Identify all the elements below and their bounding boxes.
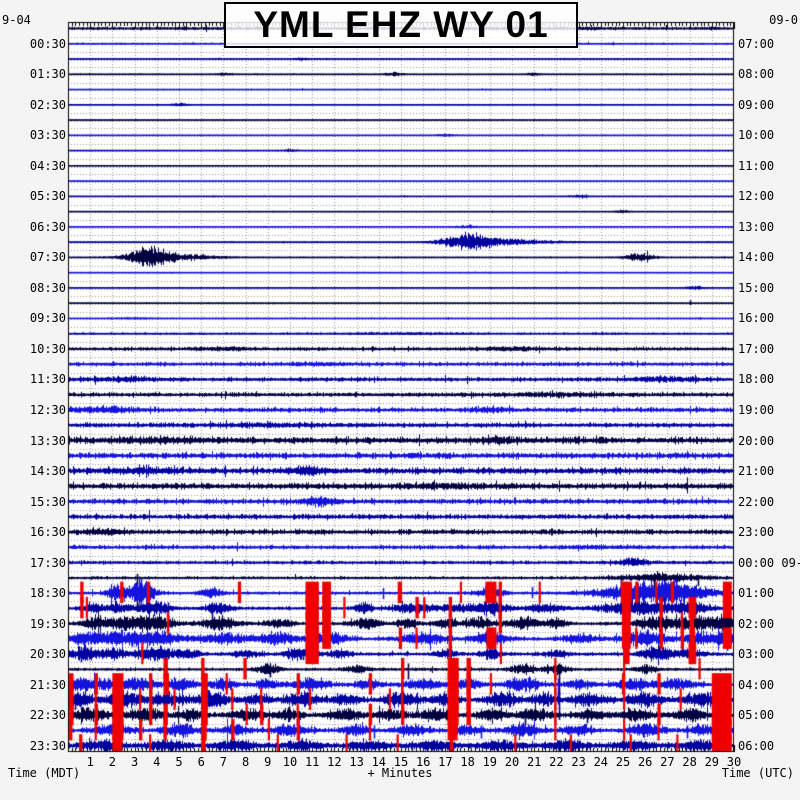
minute-tick-label: 23: [571, 755, 586, 769]
mdt-time-label: 01:30: [29, 67, 66, 82]
minute-tick-label: 26: [637, 755, 653, 769]
minute-tick-label: 2: [108, 755, 117, 769]
utc-time-label: 02:00: [738, 616, 775, 631]
mdt-time-label: 02:30: [29, 97, 66, 112]
mdt-time-label: 08:30: [29, 280, 66, 295]
mdt-time-label: 16:30: [29, 525, 66, 540]
minute-tick-label: 17: [438, 755, 453, 769]
mdt-time-label: 09:30: [29, 311, 66, 326]
mdt-time-label: 11:30: [29, 372, 66, 387]
utc-time-label: 11:00: [738, 158, 775, 173]
mdt-time-label: 18:30: [29, 586, 66, 601]
utc-time-label: 05:00: [738, 708, 775, 723]
mdt-time-label: 20:30: [29, 647, 66, 662]
utc-time-label: 06:00: [738, 738, 775, 753]
utc-time-label: 18:00: [738, 372, 775, 387]
minute-tick-label: 11: [304, 755, 320, 769]
minute-tick-label: 14: [371, 755, 387, 769]
end-date-label: 09-0: [769, 13, 798, 27]
minute-tick-label: 10: [282, 755, 298, 769]
mdt-axis-name: Time (MDT): [8, 766, 81, 780]
mdt-time-label: 13:30: [29, 433, 66, 448]
minute-tick-label: 5: [175, 755, 183, 769]
utc-time-label: 12:00: [738, 189, 775, 204]
utc-time-label: 01:00: [738, 586, 775, 601]
minute-tick-label: 30: [726, 755, 742, 769]
minute-tick-label: 27: [660, 755, 675, 769]
mdt-time-label: 10:30: [29, 341, 66, 356]
utc-time-label: 14:00: [738, 250, 775, 265]
utc-time-label: 03:00: [738, 647, 775, 662]
mdt-time-label: 19:30: [29, 616, 66, 631]
start-date-label: 9-04: [2, 13, 31, 27]
utc-time-label: 23:00: [738, 525, 775, 540]
minute-tick-label: 25: [615, 755, 631, 769]
utc-time-label: 15:00: [738, 280, 775, 295]
utc-time-label: 00:00 09-05: [738, 555, 800, 570]
station-title-box: YML EHZ WY 01: [224, 2, 578, 48]
mdt-time-label: 17:30: [29, 555, 66, 570]
mdt-time-label: 15:30: [29, 494, 66, 509]
mdt-time-label: 04:30: [29, 158, 66, 173]
minute-tick-label: 16: [415, 755, 431, 769]
minute-tick-label: 9: [264, 755, 272, 769]
minute-tick-label: 7: [219, 755, 228, 769]
minute-tick-label: 21: [526, 755, 542, 769]
mdt-time-label: 23:30: [29, 738, 66, 753]
mdt-time-label: 12:30: [29, 403, 66, 417]
utc-time-label: 04:00: [738, 677, 775, 692]
minute-tick-label: 4: [153, 755, 161, 769]
mdt-time-label: 03:30: [29, 128, 66, 143]
minute-tick-label: 19: [482, 755, 498, 769]
mdt-time-label: 22:30: [29, 708, 66, 723]
utc-time-label: 22:00: [738, 494, 775, 509]
minute-axis-name: + Minutes: [367, 766, 433, 780]
minute-tick-label: 12: [327, 755, 342, 769]
utc-time-label: 08:00: [738, 67, 775, 82]
utc-time-label: 21:00: [738, 464, 775, 479]
minute-tick-label: 8: [241, 755, 250, 769]
mdt-time-label: 06:30: [29, 219, 66, 234]
minute-tick-label: 22: [549, 755, 564, 769]
mdt-time-label: 05:30: [29, 189, 66, 204]
minute-tick-label: 29: [704, 755, 720, 769]
utc-time-label: 07:00: [738, 36, 775, 51]
minute-tick-label: 28: [682, 755, 697, 769]
utc-axis-name: Time (UTC): [721, 766, 794, 780]
minute-tick-label: 1: [86, 755, 94, 769]
utc-time-label: 16:00: [738, 311, 775, 326]
utc-time-label: 09:00: [738, 97, 775, 112]
minute-tick-label: 3: [130, 755, 139, 769]
minute-tick-label: 18: [460, 755, 475, 769]
utc-time-label: 20:00: [738, 433, 775, 448]
minute-tick-label: 13: [349, 755, 364, 769]
minute-tick-label: 20: [504, 755, 520, 769]
mdt-time-label: 14:30: [29, 464, 66, 479]
station-title: YML EHZ WY 01: [253, 4, 549, 45]
mdt-time-label: 00:30: [29, 36, 66, 51]
utc-time-label: 13:00: [738, 219, 775, 234]
mdt-time-label: 07:30: [29, 250, 66, 265]
utc-time-label: 19:00: [738, 403, 775, 417]
minute-tick-label: 6: [197, 755, 205, 769]
utc-time-label: 10:00: [738, 128, 775, 143]
mdt-time-label: 21:30: [29, 677, 66, 692]
minute-tick-label: 15: [393, 755, 409, 769]
minute-tick-label: 24: [593, 755, 609, 769]
utc-time-label: 17:00: [738, 341, 775, 356]
